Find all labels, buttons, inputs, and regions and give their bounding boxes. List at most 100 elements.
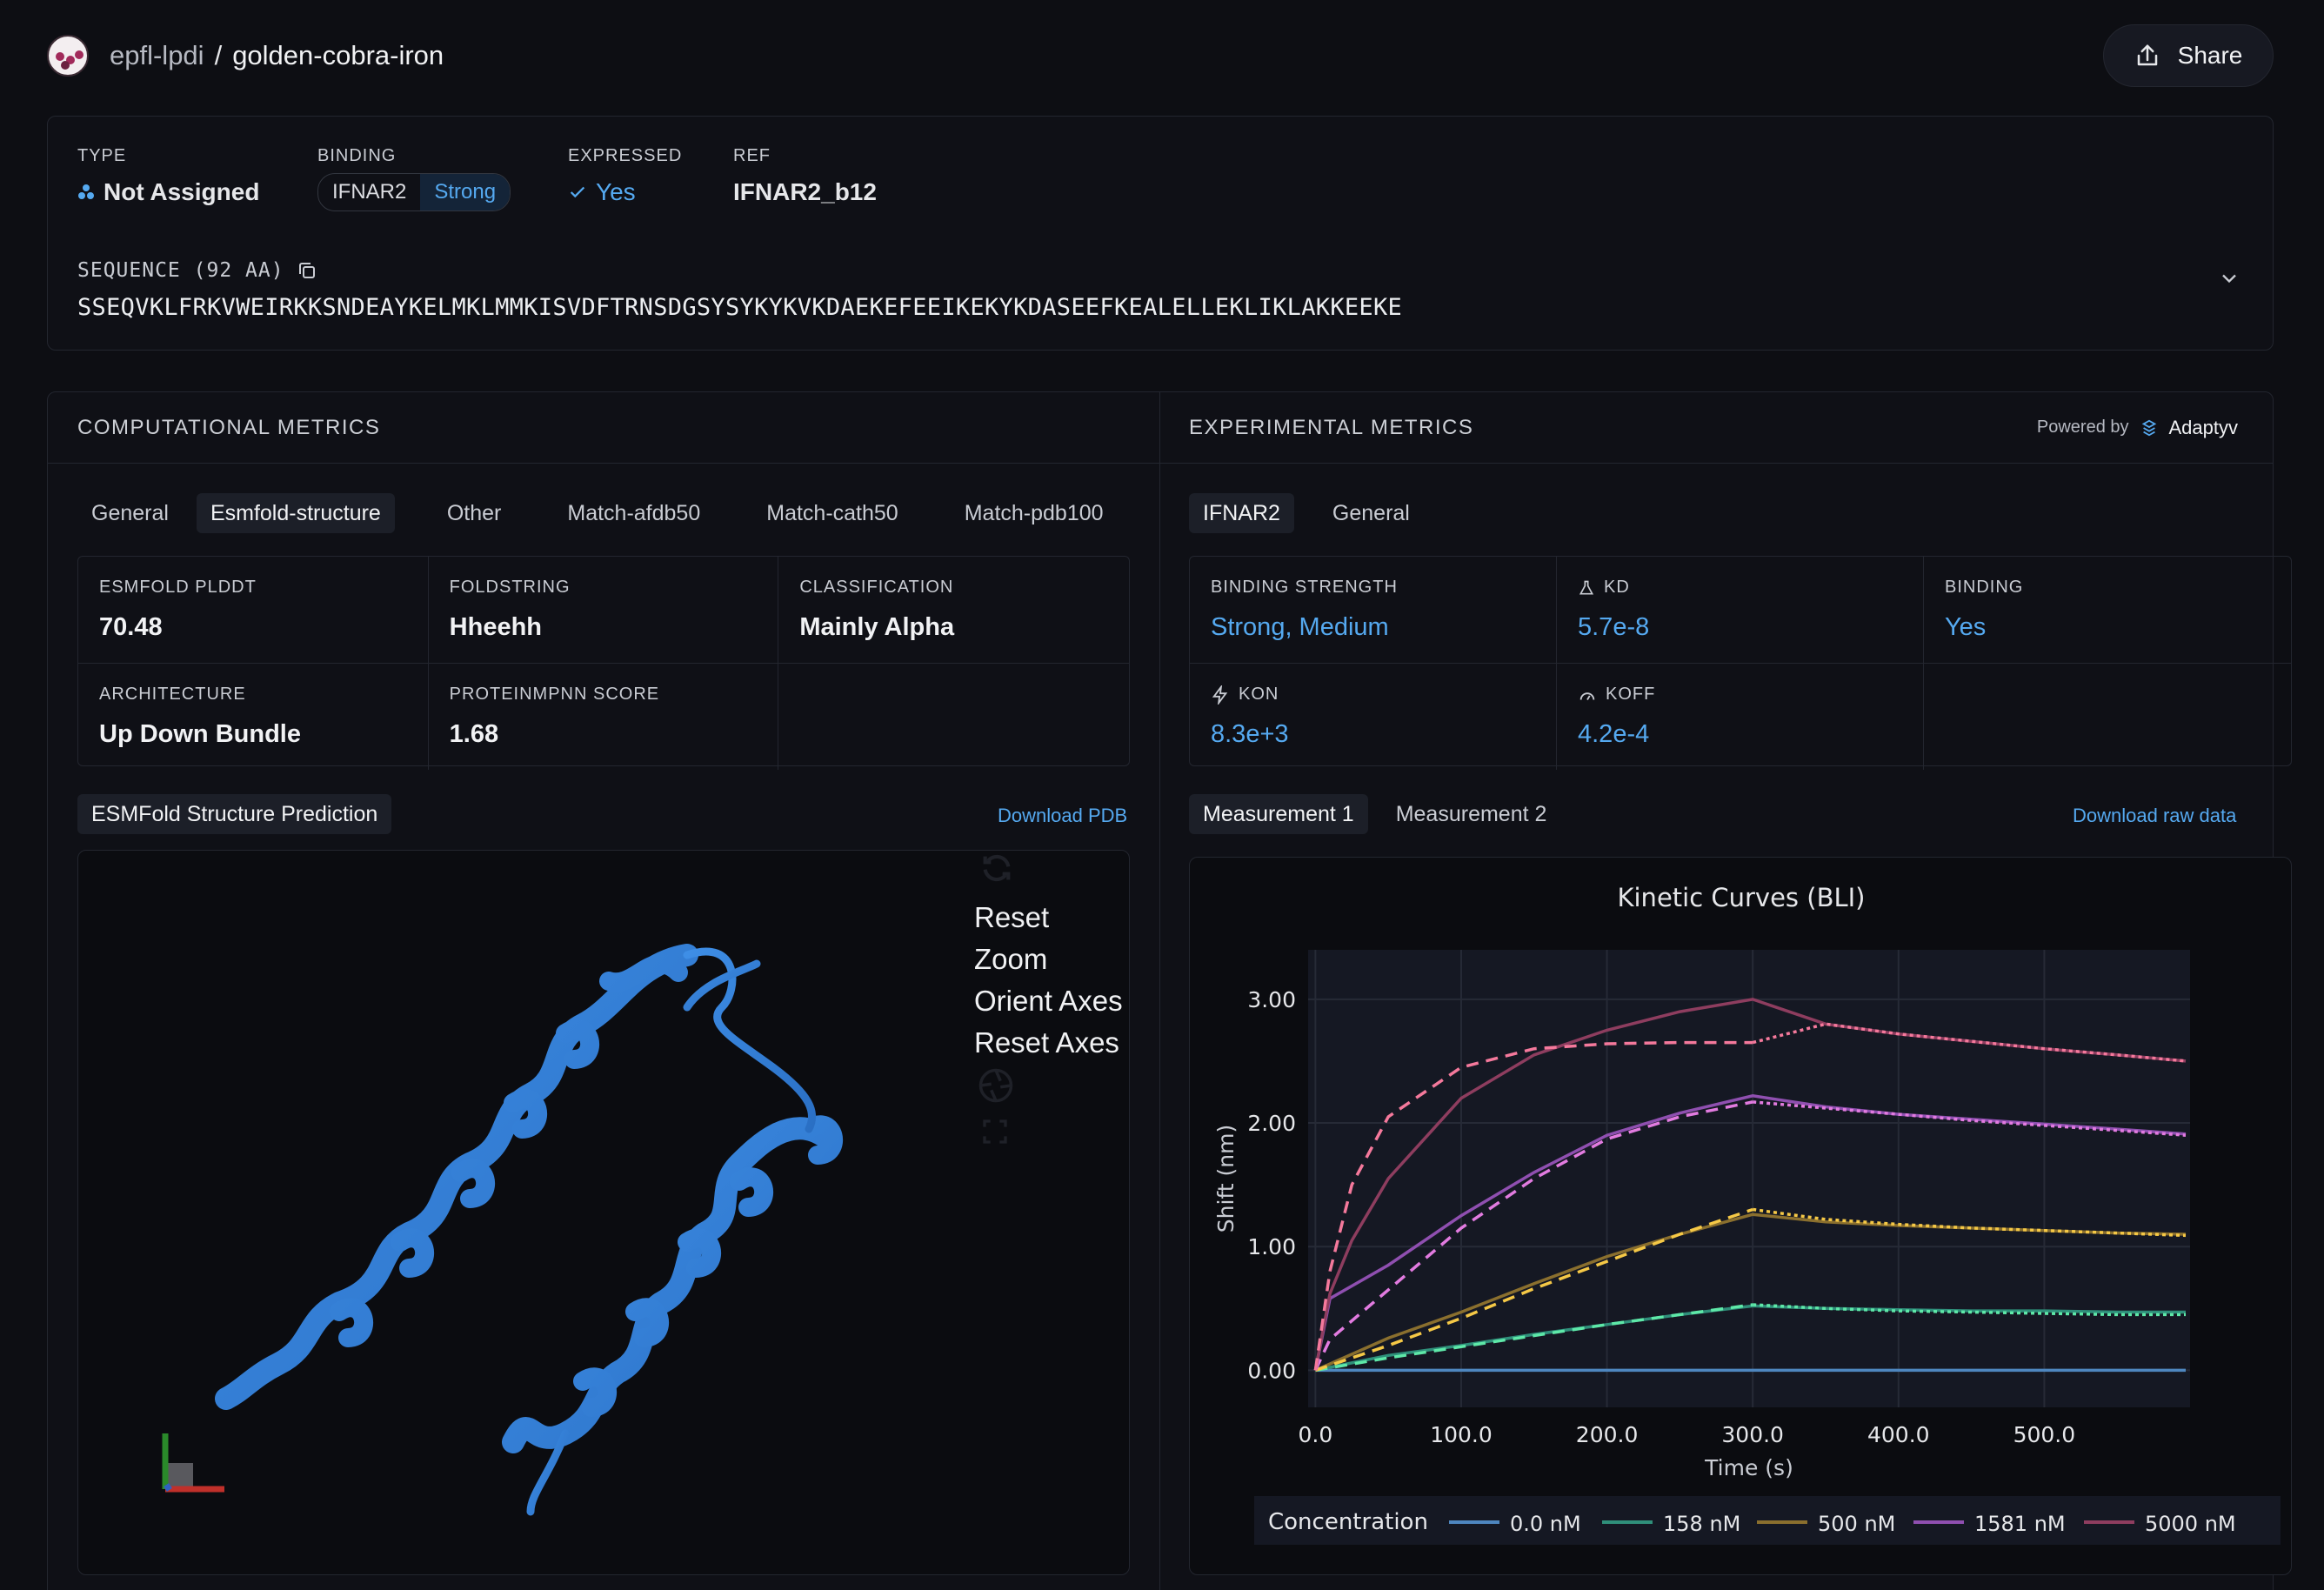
ref-label: REF xyxy=(733,146,771,165)
x-tick-label: 300.0 xyxy=(1721,1422,1784,1447)
experimental-title: EXPERIMENTAL METRICS Powered by Adaptyv xyxy=(1159,392,2273,464)
sequence-text: SSEQVKLFRKVWEIRKKSNDEAYKELMKLMMKISVDFTRN… xyxy=(77,294,1403,321)
tab-general[interactable]: General xyxy=(91,500,169,525)
metric-empty xyxy=(778,664,1129,770)
powered-by: Powered by Adaptyv xyxy=(2036,416,2239,438)
measurement-tabs: Measurement 1 Measurement 2 xyxy=(1189,794,1560,834)
x-axis-label: Time (s) xyxy=(1704,1455,1793,1480)
metric-binding-strength: BINDING STRENGTH Strong, Medium xyxy=(1190,557,1557,664)
legend-entry: 1581 nM xyxy=(1974,1512,2066,1536)
expressed-label: EXPRESSED xyxy=(568,146,683,165)
metric-foldstring: FOLDSTRING Hheehh xyxy=(428,557,779,664)
tab-esmfold-prediction[interactable]: ESMFold Structure Prediction xyxy=(77,794,392,834)
x-tick-label: 200.0 xyxy=(1576,1422,1639,1447)
type-value: Not Assigned xyxy=(104,178,260,205)
download-pdb-link[interactable]: Download PDB xyxy=(998,805,1128,826)
x-tick-label: 0.0 xyxy=(1298,1422,1332,1447)
binding-strength: Strong xyxy=(420,174,511,210)
tab-match-afdb50[interactable]: Match-afdb50 xyxy=(567,500,701,525)
legend-entry: 0.0 nM xyxy=(1510,1512,1581,1536)
kinetic-chart-svg: 0.0 100.0 200.0 300.0 400.0 500.0 0.00 1.00 2.00… xyxy=(1213,883,2281,1545)
fit-line-association xyxy=(1313,1100,1753,1372)
binding-target: IFNAR2 xyxy=(332,180,407,204)
tab-match-pdb100[interactable]: Match-pdb100 xyxy=(964,500,1104,525)
y-axis-label: Shift (nm) xyxy=(1213,1125,1239,1233)
design-info-card: TYPE Not Assigned BINDING IFNAR2 Strong … xyxy=(47,116,2274,351)
tab-match-cath50[interactable]: Match-cath50 xyxy=(766,500,898,525)
type-field: TYPE Not Assigned xyxy=(77,146,259,206)
fit-line-association xyxy=(1314,1207,1753,1373)
tab-experimental-general[interactable]: General xyxy=(1332,500,1410,525)
gauge-icon xyxy=(1579,691,1595,700)
metric-kon: KON 8.3e+3 xyxy=(1190,664,1557,770)
legend-entry: 500 nM xyxy=(1818,1512,1895,1536)
computational-tabs: General Esmfold-structure Other Match-af… xyxy=(77,493,1118,533)
chart-title: Kinetic Curves (BLI) xyxy=(1617,883,1865,912)
tab-measurement-2[interactable]: Measurement 2 xyxy=(1395,801,1547,826)
ref-field: REF IFNAR2_b12 xyxy=(733,146,877,206)
fullscreen-icon[interactable] xyxy=(981,1118,1009,1146)
tab-esmfold-structure[interactable]: Esmfold-structure xyxy=(196,493,395,533)
x-tick-label: 500.0 xyxy=(2013,1422,2076,1447)
legend-title: Concentration xyxy=(1268,1509,1428,1535)
metric-koff: KOFF 4.2e-4 xyxy=(1557,664,1924,770)
viewer-toolbar: Reset Zoom Orient Axes Reset Axes xyxy=(974,851,1129,1157)
org-avatar[interactable] xyxy=(47,35,89,77)
page-header: epfl-lpdi / golden-cobra-iron Share xyxy=(47,24,2274,87)
axes-gizmo-icon xyxy=(162,1433,224,1493)
tab-other[interactable]: Other xyxy=(446,500,502,525)
breadcrumb-org[interactable]: epfl-lpdi xyxy=(110,40,204,70)
metric-binding: BINDING Yes xyxy=(1924,557,2291,664)
expressed-value: Yes xyxy=(596,178,636,205)
metric-architecture: ARCHITECTURE Up Down Bundle xyxy=(78,664,429,770)
computational-title: COMPUTATIONAL METRICS xyxy=(48,392,1159,464)
breadcrumb: epfl-lpdi / golden-cobra-iron xyxy=(110,40,444,71)
experimental-metrics-grid: BINDING STRENGTH Strong, Medium KD 5.7e-8 … xyxy=(1189,556,2292,770)
metric-kd: KD 5.7e-8 xyxy=(1557,557,1924,664)
binding-field: BINDING IFNAR2 Strong xyxy=(317,146,511,211)
adaptyv-logo-icon xyxy=(2141,419,2156,436)
adaptyv-brand[interactable]: Adaptyv xyxy=(2168,416,2239,438)
plot-area xyxy=(1308,950,2190,1407)
chevron-down-icon[interactable] xyxy=(2217,266,2241,291)
experimental-tabs: IFNAR2 General xyxy=(1189,493,1424,533)
rotate-icon[interactable] xyxy=(979,851,1014,885)
binding-label: BINDING xyxy=(317,146,397,165)
sequence-label: SEQUENCE (92 AA) xyxy=(77,259,317,282)
y-tick-label: 3.00 xyxy=(1247,987,1296,1012)
tab-measurement-1[interactable]: Measurement 1 xyxy=(1189,794,1368,834)
binding-pill: IFNAR2 Strong xyxy=(317,173,511,211)
share-icon xyxy=(2137,44,2157,66)
fit-line-association xyxy=(1313,1040,1753,1371)
share-button[interactable]: Share xyxy=(2103,24,2274,87)
aperture-icon[interactable] xyxy=(978,1067,1014,1104)
metric-proteinmpnn-score: PROTEINMPNN SCORE 1.68 xyxy=(429,664,779,770)
reset-axes-button[interactable]: Reset Axes xyxy=(974,1026,1119,1059)
protein-ribbon xyxy=(215,944,843,1516)
breadcrumb-separator: / xyxy=(214,40,223,70)
computational-metrics-grid: ESMFOLD PLDDT 70.48 FOLDSTRING Hheehh CLAS… xyxy=(77,556,1130,770)
orient-axes-button[interactable]: Orient Axes xyxy=(974,985,1123,1017)
metric-esmfold-plddt: ESMFOLD PLDDT 70.48 xyxy=(78,557,429,664)
tab-ifnar2[interactable]: IFNAR2 xyxy=(1189,493,1294,533)
legend-entry: 158 nM xyxy=(1663,1512,1740,1536)
copy-icon[interactable] xyxy=(297,260,317,281)
type-label: TYPE xyxy=(77,146,127,165)
panel-divider xyxy=(1159,392,1160,1590)
fit-line-association xyxy=(1315,1303,1753,1373)
metric-empty xyxy=(1924,664,2291,770)
bolt-icon xyxy=(1212,685,1228,705)
breadcrumb-repo[interactable]: golden-cobra-iron xyxy=(232,40,444,70)
metric-classification: CLASSIFICATION Mainly Alpha xyxy=(778,557,1129,664)
flask-icon xyxy=(1579,580,1594,594)
series-line xyxy=(1313,998,2187,1371)
fit-line-dissociation xyxy=(1753,1303,2186,1317)
structure-viewer[interactable]: Reset Zoom Orient Axes Reset Axes xyxy=(77,850,1130,1575)
ref-value: IFNAR2_b12 xyxy=(733,178,877,205)
reset-zoom-button[interactable]: Reset Zoom xyxy=(974,901,1050,975)
x-tick-label: 400.0 xyxy=(1867,1422,1930,1447)
kinetic-chart: 0.0 100.0 200.0 300.0 400.0 500.0 0.00 1.00 2.00… xyxy=(1189,857,2292,1575)
y-tick-label: 1.00 xyxy=(1247,1234,1296,1259)
download-raw-data-link[interactable]: Download raw data xyxy=(2073,805,2237,826)
expressed-field: EXPRESSED Yes xyxy=(568,146,682,206)
